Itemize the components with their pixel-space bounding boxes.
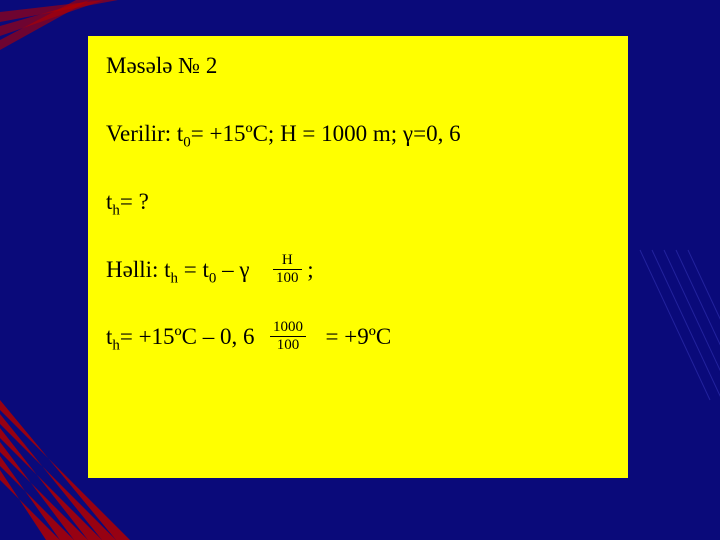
- sol-prefix: Həlli: t: [106, 257, 171, 282]
- res-after: = +9ºC: [326, 324, 392, 349]
- sol-mid2: – γ: [216, 257, 249, 282]
- res-mid: = +15ºC – 0, 6: [120, 324, 255, 349]
- title-line: Məsələ № 2: [106, 50, 610, 82]
- sol-frac-num: H: [273, 253, 302, 269]
- res-fraction: 1000 100: [270, 320, 306, 353]
- given-mid: = +15ºC; H = 1000 m; γ=0, 6: [191, 121, 461, 146]
- res-frac-num: 1000: [270, 320, 306, 336]
- res-sub: h: [112, 338, 119, 354]
- title-text: Məsələ № 2: [106, 53, 217, 78]
- unknown-line: th= ?: [106, 186, 610, 218]
- sol-frac-den: 100: [273, 269, 302, 286]
- unknown-suffix: = ?: [120, 189, 149, 214]
- sol-fraction: H 100: [273, 253, 302, 286]
- solution-line: Həlli: th = t0 – γ H 100 ;: [106, 254, 610, 288]
- content-box: Məsələ № 2 Verilir: t0= +15ºC; H = 1000 …: [88, 36, 628, 478]
- slide-background: Məsələ № 2 Verilir: t0= +15ºC; H = 1000 …: [0, 0, 720, 540]
- sol-mid1: = t: [178, 257, 209, 282]
- given-sub0: 0: [183, 135, 190, 151]
- unknown-sub: h: [112, 203, 119, 219]
- sol-sub1: h: [171, 271, 178, 287]
- result-line: th= +15ºC – 0, 6 1000 100 = +9ºC: [106, 321, 610, 355]
- sol-after: ;: [307, 257, 313, 282]
- given-prefix: Verilir: t: [106, 121, 183, 146]
- res-frac-den: 100: [270, 336, 306, 353]
- given-line: Verilir: t0= +15ºC; H = 1000 m; γ=0, 6: [106, 118, 610, 150]
